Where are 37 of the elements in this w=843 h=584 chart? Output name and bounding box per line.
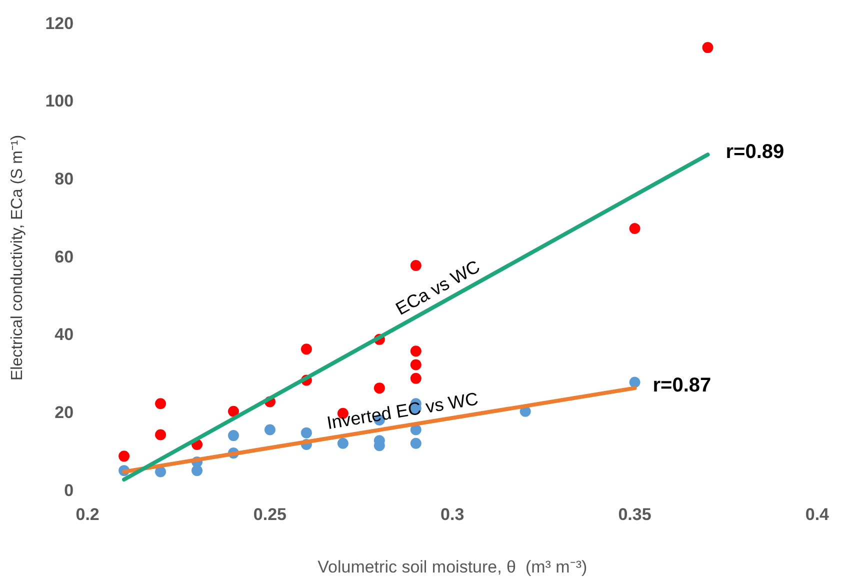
point [629, 223, 640, 234]
x-tick-label: 0.4 [805, 505, 830, 524]
point [410, 260, 422, 271]
point [410, 346, 422, 357]
point [300, 427, 312, 438]
point [410, 359, 422, 370]
text: Inverted EC vs WC [325, 388, 480, 434]
y-tick-label: 100 [45, 92, 74, 111]
x-tick-label: 0.25 [253, 505, 287, 524]
point [374, 382, 385, 394]
y-tick-label: 60 [54, 247, 74, 266]
point [410, 438, 422, 449]
y-axis-title: Electrical conductivity, ECa (S m⁻¹) [9, 134, 26, 381]
annotation: r=0.87 [652, 374, 712, 397]
point [228, 406, 239, 417]
point [118, 450, 130, 462]
point [702, 42, 714, 54]
point [228, 430, 239, 442]
point [410, 372, 422, 384]
point [300, 344, 312, 355]
y-tick-label: 40 [54, 325, 74, 344]
point [337, 438, 348, 449]
point [155, 398, 166, 410]
x-axis-title: Volumetric soil moisture, θ (m³ m⁻³) [318, 557, 588, 576]
y-tick-label: 20 [54, 403, 74, 422]
x-tick-label: 0.35 [618, 505, 652, 524]
point [155, 429, 166, 440]
point [629, 376, 640, 388]
x-tick-label: 0.2 [76, 505, 100, 524]
y-tick-label: 0 [64, 480, 74, 500]
y-tick-label: 120 [45, 14, 74, 33]
x-tick-label: 0.3 [440, 505, 464, 524]
y-tick-label: 80 [54, 170, 74, 189]
annotation: r=0.89 [726, 141, 784, 164]
point [192, 465, 203, 476]
text: ECa vs WC [392, 256, 484, 320]
point [264, 424, 276, 436]
